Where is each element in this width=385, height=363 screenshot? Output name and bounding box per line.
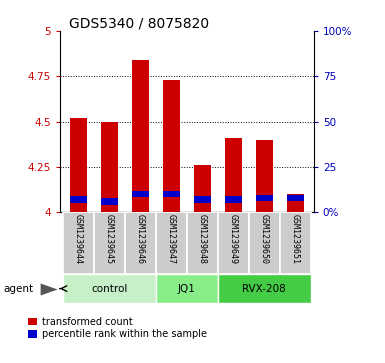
Bar [225, 196, 242, 203]
Bar [132, 191, 149, 197]
Bar [218, 212, 249, 274]
Bar [156, 274, 218, 303]
Text: GSM1239646: GSM1239646 [136, 214, 145, 264]
Text: GDS5340 / 8075820: GDS5340 / 8075820 [69, 16, 209, 30]
Legend: transformed count, percentile rank within the sample: transformed count, percentile rank withi… [28, 317, 207, 339]
Bar [70, 118, 87, 212]
Bar [187, 212, 218, 274]
Bar [225, 138, 242, 212]
Bar [256, 195, 273, 201]
Bar [287, 195, 304, 201]
Bar [194, 165, 211, 212]
Bar [132, 60, 149, 212]
Text: GSM1239649: GSM1239649 [229, 214, 238, 264]
Text: GSM1239644: GSM1239644 [74, 214, 83, 264]
Bar [287, 194, 304, 212]
Bar [63, 212, 94, 274]
Bar [101, 122, 118, 212]
Bar [63, 274, 156, 303]
Text: JQ1: JQ1 [178, 284, 196, 294]
Text: control: control [91, 284, 127, 294]
Bar [101, 198, 118, 205]
Bar [249, 212, 280, 274]
Bar [70, 196, 87, 203]
Bar [218, 274, 311, 303]
Bar [280, 212, 311, 274]
Text: GSM1239645: GSM1239645 [105, 214, 114, 264]
Bar [194, 196, 211, 203]
Text: RVX-208: RVX-208 [242, 284, 286, 294]
Bar [94, 212, 125, 274]
Bar [163, 191, 180, 197]
Bar [256, 140, 273, 212]
Polygon shape [41, 284, 58, 295]
Bar [163, 80, 180, 212]
Text: GSM1239650: GSM1239650 [260, 214, 269, 264]
Text: GSM1239647: GSM1239647 [167, 214, 176, 264]
Bar [156, 212, 187, 274]
Text: agent: agent [4, 284, 34, 294]
Text: GSM1239651: GSM1239651 [291, 214, 300, 264]
Text: GSM1239648: GSM1239648 [198, 214, 207, 264]
Bar [125, 212, 156, 274]
